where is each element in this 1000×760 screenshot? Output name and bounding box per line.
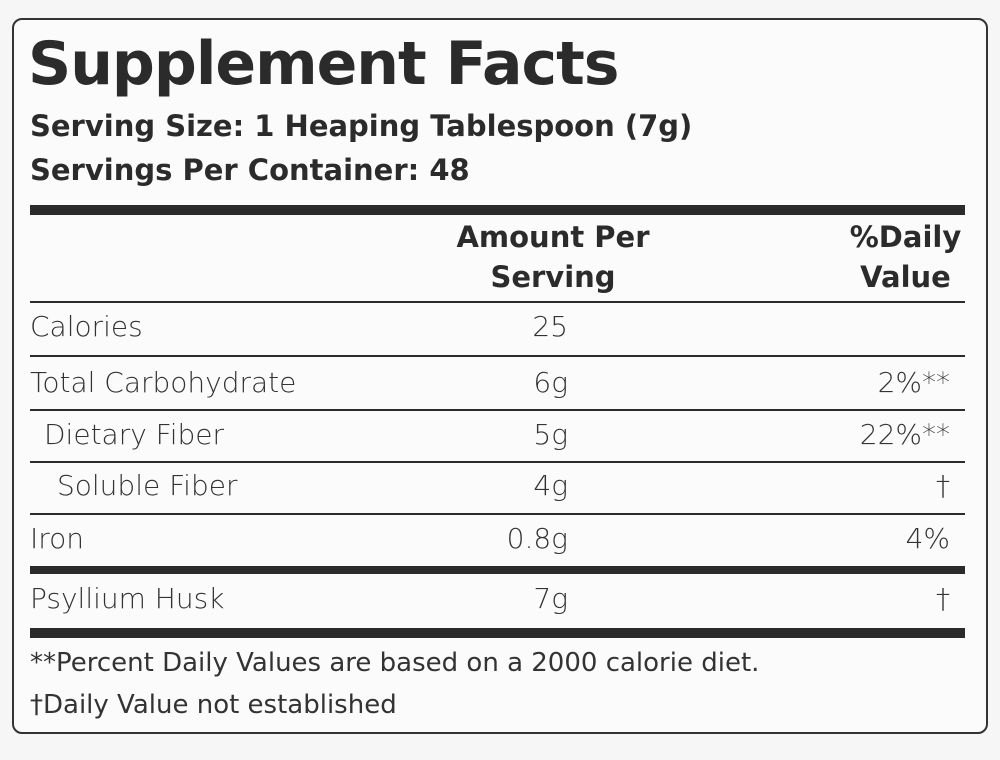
- row-amount: 0.8g: [506, 522, 568, 555]
- row-rule: [30, 409, 965, 411]
- row-name: Total Carbohydrate: [30, 366, 297, 399]
- row-name: Iron: [30, 522, 85, 555]
- row-name: Soluble Fiber: [57, 469, 238, 502]
- daily-value-header: %Daily Value: [849, 220, 962, 294]
- row-rule: [30, 355, 965, 357]
- row-amount: 6g: [533, 366, 568, 399]
- row-rule: [30, 513, 965, 515]
- row-name: Calories: [30, 310, 143, 343]
- title: Supplement Facts: [28, 29, 620, 99]
- row-rule: [30, 628, 965, 638]
- row-rule: [30, 461, 965, 463]
- label-border: [12, 18, 988, 734]
- thick-rule: [30, 205, 965, 215]
- row-amount: 4g: [533, 469, 568, 502]
- row-rule: [30, 566, 965, 574]
- row-daily-value: 22%**: [859, 418, 950, 451]
- row-daily-value: 4%: [905, 522, 950, 555]
- row-amount: 5g: [533, 418, 568, 451]
- row-daily-value: †: [936, 469, 950, 502]
- serving-size: Serving Size: 1 Heaping Tablespoon (7g): [30, 109, 693, 143]
- amount-header: Amount Per Serving: [456, 220, 650, 294]
- footnote: **Percent Daily Values are based on a 20…: [30, 648, 760, 678]
- row-amount: 25: [532, 310, 568, 343]
- row-name: Dietary Fiber: [44, 418, 225, 451]
- row-amount: 7g: [533, 582, 568, 615]
- row-name: Psyllium Husk: [30, 582, 225, 615]
- thin-rule: [30, 301, 965, 303]
- row-daily-value: †: [936, 582, 950, 615]
- footnote: †Daily Value not established: [30, 690, 397, 720]
- servings-per-container: Servings Per Container: 48: [30, 153, 470, 187]
- row-daily-value: 2%**: [877, 366, 950, 399]
